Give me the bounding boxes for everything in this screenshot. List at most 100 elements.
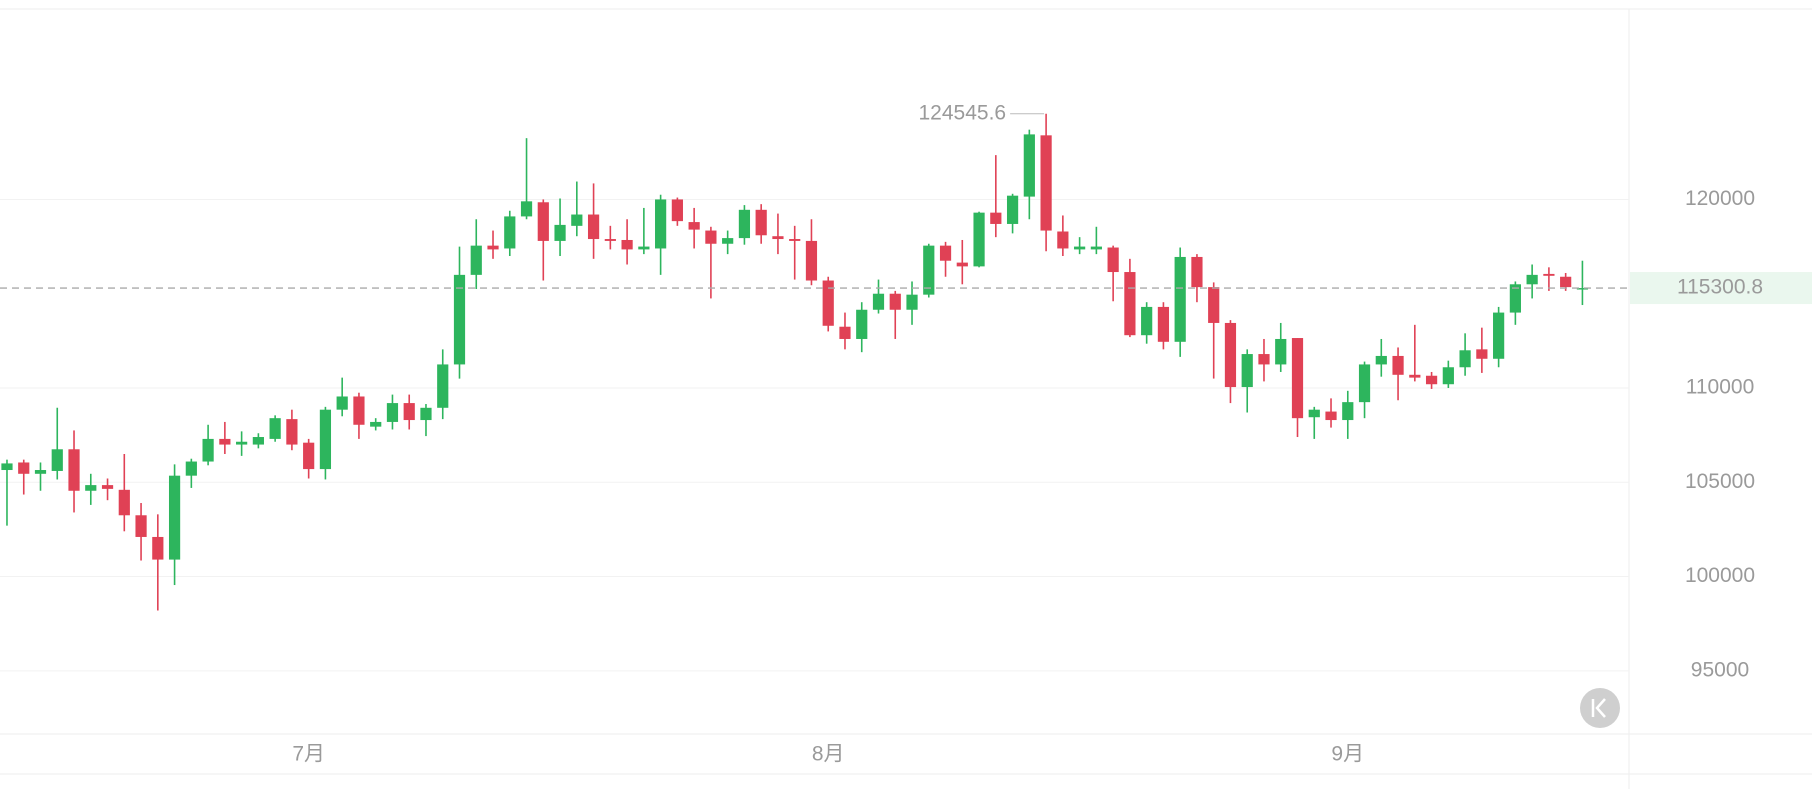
candle-body	[18, 462, 30, 474]
candle-body	[1425, 375, 1438, 385]
candle-body	[655, 199, 667, 249]
last-price-tag	[1630, 272, 1812, 305]
candle-body	[973, 212, 985, 267]
candle-body	[504, 216, 516, 249]
candle-body	[621, 239, 633, 250]
candle-body	[353, 396, 365, 425]
candle-body	[68, 449, 80, 491]
candle-body	[1560, 276, 1572, 288]
candle-body	[420, 407, 432, 421]
y-tick-label: 105000	[1685, 470, 1755, 493]
candle-body	[1124, 272, 1136, 336]
x-tick-label: 7月	[292, 743, 325, 766]
candle-body	[1375, 355, 1387, 365]
candle-body	[822, 280, 834, 326]
candle-body	[252, 437, 264, 445]
candle-body	[789, 239, 801, 241]
candle-body	[135, 515, 147, 537]
candle-body	[1325, 411, 1337, 421]
y-tick-label: 95000	[1691, 658, 1749, 681]
y-tick-label: 100000	[1685, 564, 1755, 587]
candle-body	[1141, 306, 1153, 336]
candle-body	[453, 274, 466, 365]
candle-body	[1208, 287, 1220, 323]
candle-body	[437, 364, 449, 408]
candle-body	[805, 240, 818, 281]
candle-body	[101, 485, 114, 489]
candle-body	[638, 246, 650, 250]
candle-body	[1342, 402, 1354, 421]
candle-body	[118, 489, 130, 516]
candle-body	[236, 441, 248, 445]
candle-body	[152, 536, 164, 560]
x-tick-label: 9月	[1331, 743, 1364, 766]
candle-body	[303, 442, 315, 470]
candle-body	[403, 403, 415, 421]
candle-body	[269, 418, 281, 439]
candle-body	[923, 245, 935, 295]
candle-body	[571, 214, 583, 226]
candle-body	[219, 438, 231, 445]
candle-body	[688, 222, 700, 230]
candle-body	[604, 239, 616, 241]
candle-body	[286, 419, 298, 445]
go-latest-button[interactable]	[1580, 688, 1620, 728]
candle-body	[34, 470, 47, 474]
candle-body	[1, 463, 13, 471]
candle-body	[1442, 367, 1454, 385]
candle-body	[1040, 135, 1052, 231]
candle-body	[1459, 350, 1471, 368]
button-icon[interactable]	[1591, 698, 1606, 718]
candle-body	[1291, 338, 1304, 419]
candle-body	[722, 238, 734, 244]
candle-body	[1090, 246, 1102, 250]
candle-body	[319, 409, 332, 470]
candle-body	[856, 309, 868, 339]
candle-body	[1006, 195, 1019, 224]
candle-body	[520, 201, 533, 217]
candle-body	[487, 245, 499, 250]
candle-body	[1174, 256, 1186, 342]
candle-body	[1409, 374, 1421, 378]
candle-body	[1074, 246, 1086, 250]
candle-body	[587, 214, 600, 240]
candle-body	[889, 293, 901, 310]
candle-body	[1241, 354, 1253, 388]
x-tick-label: 8月	[812, 743, 845, 766]
candle-body	[1224, 322, 1237, 388]
candle-body	[85, 485, 97, 491]
candle-body	[470, 245, 482, 275]
candle-body	[1308, 409, 1320, 418]
candle-body	[336, 396, 348, 410]
candle-body	[939, 245, 952, 261]
candle-body	[990, 212, 1002, 224]
last-price-label: 115300.8	[1677, 276, 1763, 299]
candle-body	[906, 294, 918, 310]
candle-body	[755, 209, 767, 236]
candle-body	[185, 461, 197, 476]
candle-body	[1258, 354, 1270, 365]
candle-body	[168, 475, 181, 560]
candle-body	[1543, 273, 1555, 276]
candle-body	[537, 202, 549, 241]
candle-body	[554, 224, 566, 241]
candle-body	[1493, 312, 1505, 359]
candle-body	[1191, 256, 1203, 288]
y-tick-label: 120000	[1685, 187, 1755, 210]
candle-body	[1157, 306, 1170, 342]
button-circle[interactable]	[1580, 688, 1620, 728]
candle-body	[956, 262, 968, 267]
candle-body	[839, 326, 851, 339]
candle-body	[1358, 364, 1371, 403]
candle-body	[705, 230, 717, 244]
high-marker-label: 124545.6	[919, 101, 1007, 124]
candle-body	[202, 438, 214, 462]
y-tick-label: 110000	[1686, 376, 1755, 399]
candle-body	[1509, 284, 1521, 313]
candle-body	[1107, 247, 1119, 273]
candle-body	[370, 421, 382, 427]
candle-body	[1526, 274, 1538, 285]
candle-body	[1392, 355, 1404, 375]
candle-body	[1576, 288, 1589, 290]
